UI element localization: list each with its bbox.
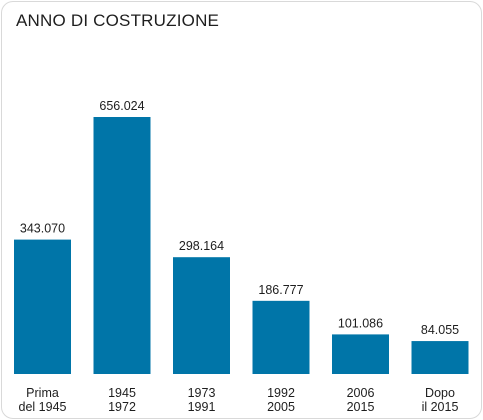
tick-label-2-0: 1973 [188,386,216,400]
tick-label-4-0: 2006 [347,386,375,400]
bar-5 [411,341,469,374]
bar-2 [173,257,230,374]
tick-label-4-1: 2015 [347,400,375,414]
chart-title: ANNO DI COSTRUZIONE [16,11,220,30]
tick-label-1-0: 1945 [108,386,136,400]
tick-label-1-1: 1972 [108,400,136,414]
bar-0 [14,239,71,374]
tick-label-3-0: 1992 [267,386,295,400]
value-label-4: 101.086 [338,316,383,330]
value-label-3: 186.777 [258,283,303,297]
tick-label-0-0: Prima [26,386,59,400]
value-label-0: 343.070 [20,222,65,236]
tick-label-5-1: il 2015 [422,400,459,414]
tick-label-5-0: Dopo [425,386,455,400]
bar-4 [332,334,389,374]
tick-label-3-1: 2005 [267,400,295,414]
bar-3 [252,300,310,374]
value-label-5: 84.055 [421,323,459,337]
value-label-2: 298.164 [179,239,224,253]
tick-label-2-1: 1991 [188,400,216,414]
value-label-1: 656.024 [99,99,144,113]
tick-label-0-1: del 1945 [19,400,67,414]
bar-1 [93,117,151,374]
